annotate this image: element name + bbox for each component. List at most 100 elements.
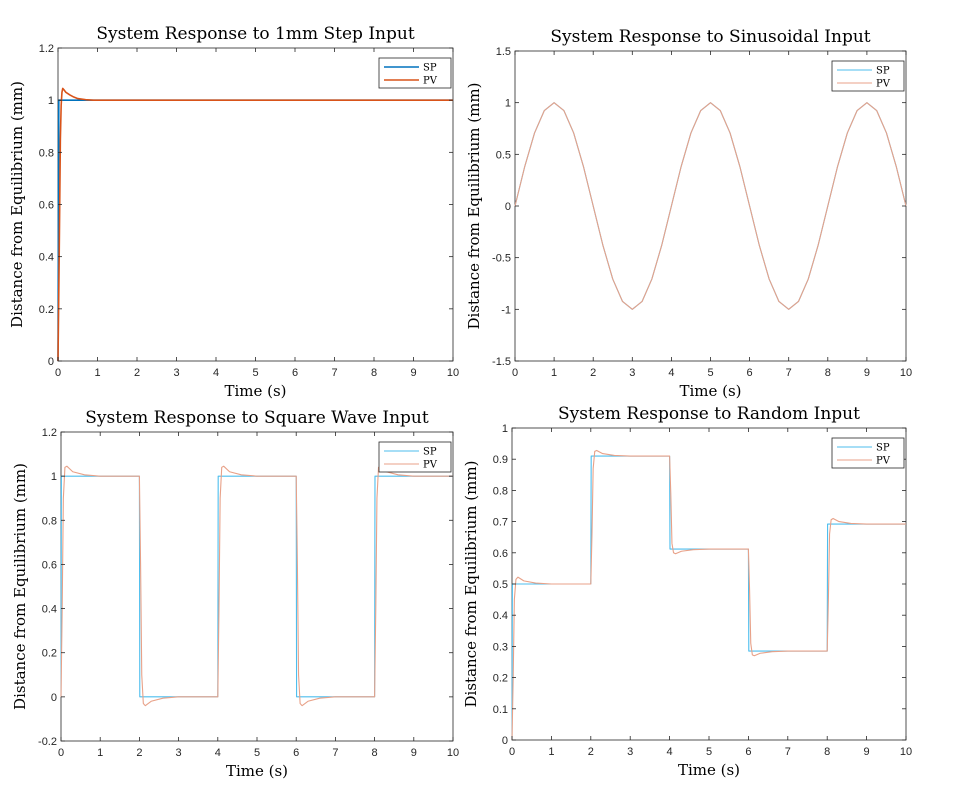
- x-tick-label: 9: [864, 746, 870, 758]
- x-tick-label: 6: [293, 747, 299, 759]
- x-tick-label: 8: [372, 747, 378, 759]
- x-axis-label: Time (s): [224, 382, 286, 400]
- y-tick-label: 0: [505, 201, 511, 213]
- x-tick-label: 5: [254, 747, 260, 759]
- x-tick-label: 0: [55, 367, 61, 379]
- chart-2: 0 1 2 3 4 5 6 7 8 9 10 -1.5 -1 -0.5 0 0.5 1 1.5 System Res…: [465, 27, 912, 400]
- x-tick-label: 8: [371, 367, 377, 379]
- y-tick-label: 0.1: [493, 704, 508, 716]
- y-tick-label: 0.2: [493, 673, 508, 685]
- x-tick-label: 4: [215, 747, 221, 759]
- y-tick-label: 0: [502, 735, 508, 747]
- x-tick-label: 3: [627, 746, 633, 758]
- x-tick-label: 1: [551, 367, 557, 379]
- x-tick-label: 4: [213, 367, 219, 379]
- x-tick-label: 8: [824, 746, 830, 758]
- y-tick-label: 0.8: [39, 147, 54, 159]
- x-tick-label: 4: [668, 367, 674, 379]
- legend: SP PV: [378, 57, 452, 89]
- x-tick-label: 10: [447, 367, 459, 379]
- x-axis-label: Time (s): [679, 382, 741, 400]
- y-tick-label: 0.8: [42, 515, 57, 527]
- x-tick-label: 7: [331, 367, 337, 379]
- y-axis-label: Distance from Equilibrium (mm): [8, 81, 26, 328]
- x-tick-label: 7: [332, 747, 338, 759]
- y-tick-label: 1: [51, 471, 57, 483]
- chart-title: System Response to Sinusoidal Input: [550, 27, 870, 47]
- x-tick-label: 10: [900, 367, 912, 379]
- y-tick-label: 0.9: [493, 454, 508, 466]
- x-tick-label: 10: [900, 746, 912, 758]
- legend-label-sp: SP: [876, 443, 890, 454]
- chart-3: 0 1 2 3 4 5 6 7 8 9 10-0.200.20.40.60.811.2System …: [11, 408, 459, 780]
- y-tick-label: 0.8: [493, 485, 508, 497]
- x-tick-label: 3: [173, 367, 179, 379]
- x-tick-label: 0: [58, 747, 64, 759]
- legend-label-pv: PV: [423, 460, 438, 471]
- y-tick-label: 1: [505, 98, 511, 110]
- y-tick-label: 1.2: [42, 427, 57, 439]
- x-tick-label: 2: [134, 367, 140, 379]
- plot-area: [57, 47, 454, 362]
- x-tick-label: 5: [707, 367, 713, 379]
- x-axis-label: Time (s): [226, 762, 288, 780]
- legend: SP PV: [378, 441, 452, 473]
- x-axis-label: Time (s): [678, 761, 740, 779]
- x-tick-label: 2: [588, 746, 594, 758]
- x-tick-label: 10: [447, 747, 459, 759]
- x-tick-label: 6: [292, 367, 298, 379]
- legend-label-sp: SP: [423, 63, 437, 74]
- y-axis-label: Distance from Equilibrium (mm): [11, 463, 29, 710]
- y-tick-label: -1.5: [492, 356, 511, 368]
- x-tick-label: 6: [747, 367, 753, 379]
- y-tick-label: 0.6: [39, 200, 54, 212]
- x-tick-label: 0: [509, 746, 515, 758]
- y-tick-label: 0.4: [39, 252, 54, 264]
- legend-label-sp: SP: [876, 66, 890, 77]
- legend-label-pv: PV: [876, 79, 891, 90]
- legend-label-sp: SP: [423, 447, 437, 458]
- chart-4: 0 1 2 3 4 5 6 7 8 9 10 0 0.1 0.2 0.3 0.4 0.5 0.6 0.7 0.8 0.9…: [462, 404, 912, 779]
- series-line-pv: [511, 449, 906, 741]
- legend-box: [378, 441, 452, 473]
- legend-label-pv: PV: [423, 76, 438, 87]
- y-tick-label: 1.2: [39, 43, 54, 55]
- chart-1: 0 1 2 3 4 5 6 7 8 9 10 0 0.2 0.4 0.6 0.8 1 1.2 System Resp…: [8, 24, 459, 400]
- y-tick-label: 0.2: [39, 304, 54, 316]
- y-tick-label: -0.2: [38, 736, 57, 748]
- y-tick-label: 1: [502, 423, 508, 435]
- x-tick-label: 1: [548, 746, 554, 758]
- x-tick-label: 5: [706, 746, 712, 758]
- plot-area: [514, 50, 907, 362]
- y-axis-label: Distance from Equilibrium (mm): [462, 461, 480, 708]
- legend: SP PV: [831, 60, 905, 92]
- chart-title: System Response to Random Input: [558, 404, 860, 424]
- legend-box: [378, 57, 452, 89]
- legend-box: [831, 60, 905, 92]
- x-tick-label: 1: [97, 747, 103, 759]
- y-tick-label: 0.5: [496, 149, 511, 161]
- y-tick-label: 1: [48, 95, 54, 107]
- x-tick-label: 5: [252, 367, 258, 379]
- series-line-pv: [57, 87, 453, 362]
- x-tick-label: 7: [785, 746, 791, 758]
- series-line-pv: [60, 465, 453, 707]
- x-tick-label: 6: [745, 746, 751, 758]
- y-tick-label: 0.7: [493, 517, 508, 529]
- plot-area: [60, 431, 454, 742]
- legend-box: [831, 437, 905, 469]
- y-tick-label: 0.5: [493, 579, 508, 591]
- y-tick-label: 1.5: [496, 46, 511, 58]
- y-tick-label: 0: [51, 692, 57, 704]
- y-tick-label: 0.6: [493, 548, 508, 560]
- x-tick-label: 9: [411, 747, 417, 759]
- x-tick-label: 9: [410, 367, 416, 379]
- x-tick-label: 7: [786, 367, 792, 379]
- y-tick-label: 0.2: [42, 648, 57, 660]
- x-tick-label: 1: [94, 367, 100, 379]
- series-line-pv: [514, 102, 907, 310]
- y-tick-label: 0.4: [42, 604, 57, 616]
- legend: SP PV: [831, 437, 905, 469]
- x-tick-label: 3: [629, 367, 635, 379]
